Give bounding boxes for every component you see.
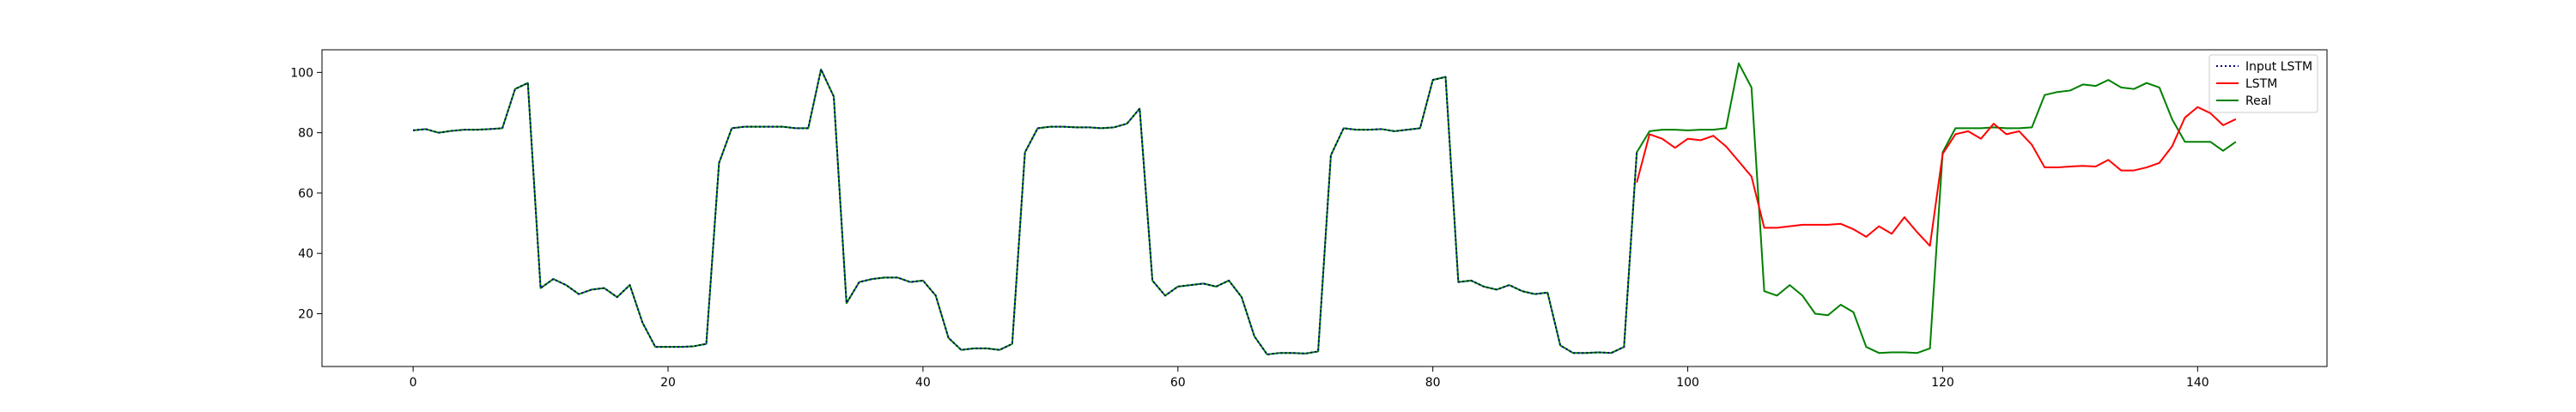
x-tick-label: 40 <box>915 376 931 390</box>
y-tick-label: 40 <box>298 247 313 261</box>
x-tick-label: 0 <box>410 376 417 390</box>
legend-label: Input LSTM <box>2245 60 2312 74</box>
legend-label: LSTM <box>2245 77 2277 91</box>
y-axis: 20 40 60 80 100 <box>290 66 322 322</box>
y-tick-label: 80 <box>298 127 313 141</box>
legend: Input LSTM LSTM Real <box>2208 54 2318 113</box>
axes-frame <box>321 49 2328 367</box>
x-axis: 0 20 40 60 80 100 120 140 <box>410 367 2209 390</box>
y-tick-label: 60 <box>298 187 313 201</box>
legend-label: Real <box>2245 94 2271 108</box>
legend-box <box>2208 54 2318 113</box>
x-tick-label: 60 <box>1170 376 1186 390</box>
plot-area <box>321 49 2328 367</box>
series-line-input-lstm <box>413 68 1638 355</box>
y-tick-label: 100 <box>290 66 313 80</box>
x-tick-label: 120 <box>1931 376 1954 390</box>
y-tick-label: 20 <box>298 308 313 322</box>
x-tick-label: 80 <box>1425 376 1441 390</box>
x-tick-label: 100 <box>1676 376 1699 390</box>
x-tick-label: 140 <box>2186 376 2209 390</box>
x-tick-label: 20 <box>660 376 676 390</box>
series-layer <box>413 62 2237 355</box>
series-line-lstm <box>1636 106 2237 247</box>
series-line-real <box>413 62 2237 355</box>
